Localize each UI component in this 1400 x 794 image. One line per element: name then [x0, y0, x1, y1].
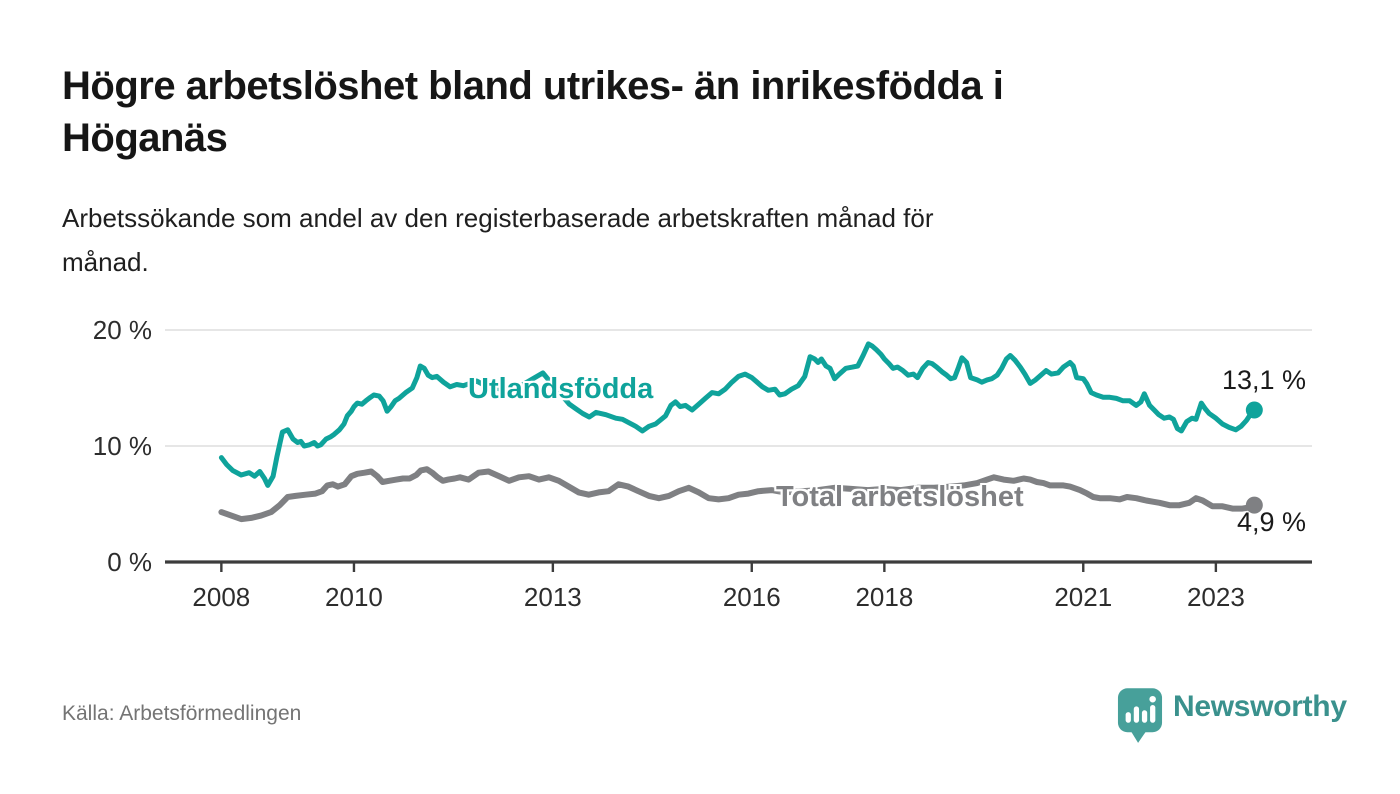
page-title-line-1: Högre arbetslöshet bland utrikes- än inr…: [62, 64, 1004, 108]
end-value-label-total-arbetsloshet: 4,9 %: [1236, 507, 1306, 537]
x-tick-label-2016: 2016: [722, 582, 781, 612]
x-tick-label-2008: 2008: [192, 582, 251, 612]
newsworthy-brand: Newsworthy: [1117, 687, 1347, 745]
newsworthy-logo-icon: [1117, 688, 1163, 743]
series-end-dot-0: [1245, 401, 1263, 419]
x-tick-label-2023: 2023: [1186, 582, 1245, 612]
series-label-total-arbetsloshet: Total arbetslöshet: [776, 481, 1024, 513]
page-title-line-2: Höganäs: [62, 116, 228, 160]
y-tick-label-20: 20 %: [92, 315, 152, 345]
y-tick-label-10: 10 %: [92, 431, 152, 461]
x-tick-label-2018: 2018: [855, 582, 914, 612]
series-end-dot-1: [1245, 496, 1263, 514]
newsworthy-wordmark: Newsworthy: [1173, 690, 1347, 723]
end-value-label-utlandsfodda: 13,1 %: [1221, 365, 1306, 395]
series-label-utlandsfodda: Utlandsfödda: [468, 373, 654, 405]
x-tick-label-2021: 2021: [1054, 582, 1113, 612]
page-title: Högre arbetslöshet bland utrikes- än inr…: [62, 60, 1348, 164]
x-tick-label-2010: 2010: [325, 582, 383, 612]
page-subtitle-line-2: månad.: [62, 247, 149, 277]
series-line-1: [218, 466, 1258, 523]
x-tick-label-2013: 2013: [523, 582, 582, 612]
series-line-0: [218, 341, 1257, 488]
y-tick-label-0: 0 %: [107, 547, 152, 577]
source-attribution: Källa: Arbetsförmedlingen: [62, 702, 302, 725]
page-subtitle: Arbetssökande som andel av den registerb…: [62, 196, 1322, 284]
page-subtitle-line-1: Arbetssökande som andel av den registerb…: [62, 203, 934, 233]
